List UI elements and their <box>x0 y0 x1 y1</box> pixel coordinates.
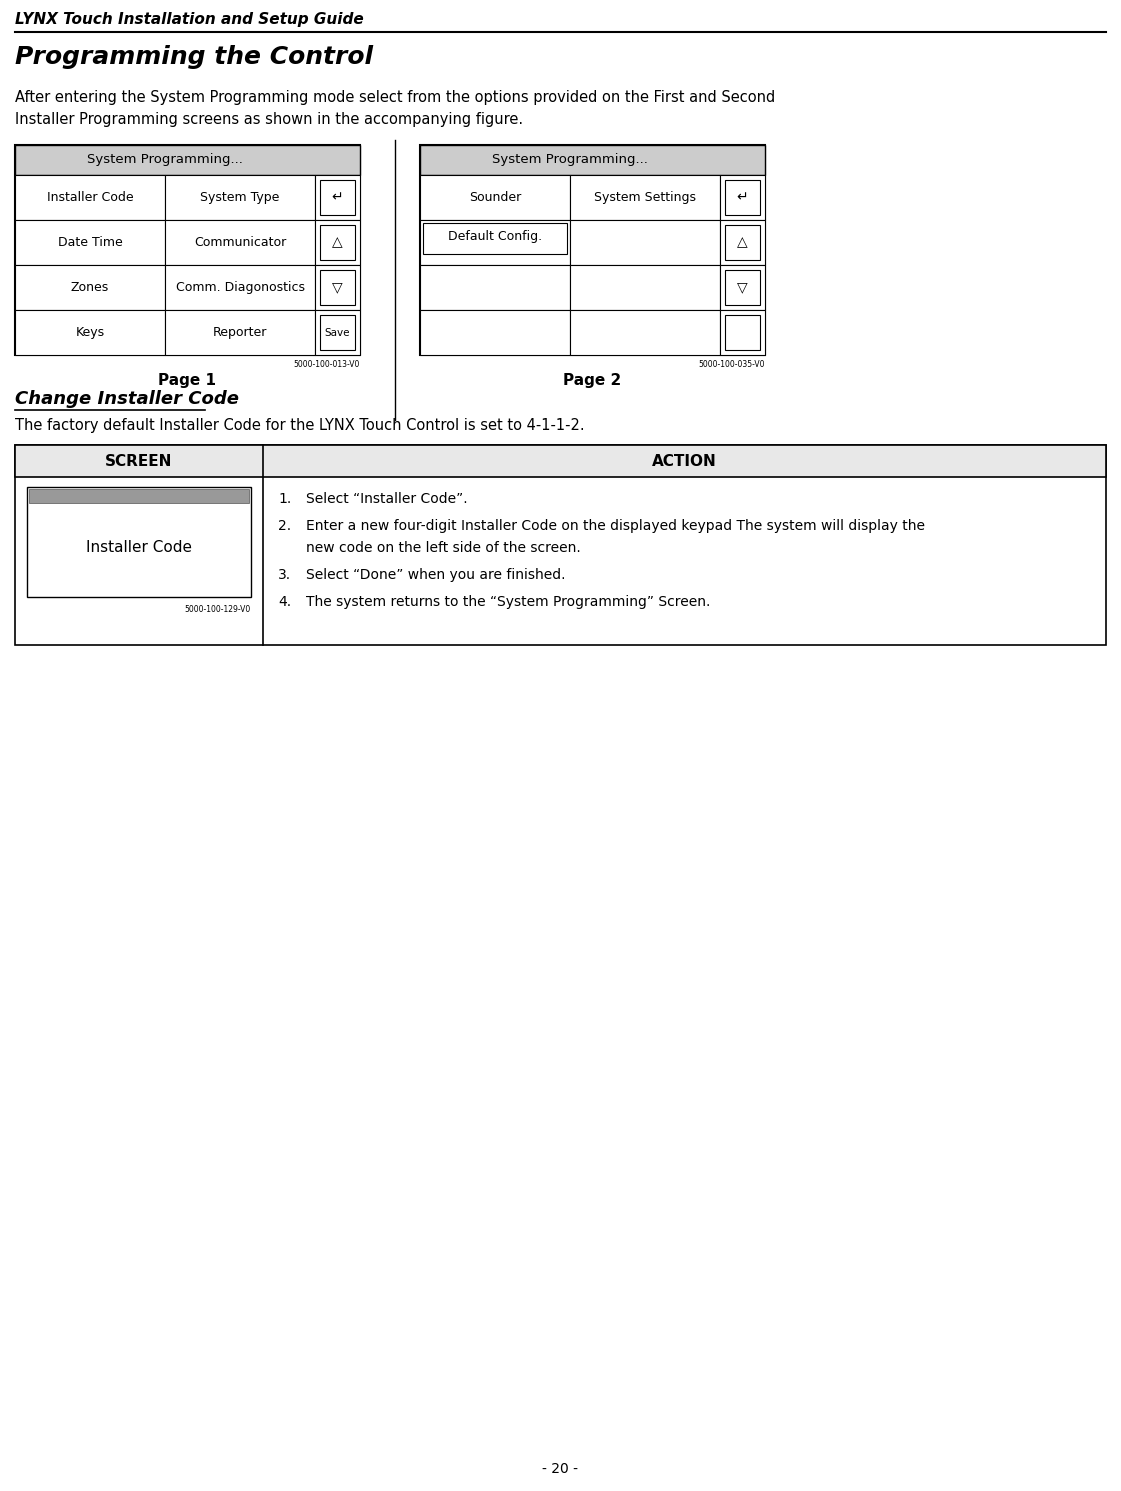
Bar <box>569 174 720 221</box>
Bar <box>165 310 315 355</box>
Text: Communicator: Communicator <box>194 236 286 249</box>
Bar <box>569 221 720 265</box>
Text: Change Installer Code: Change Installer Code <box>15 391 239 409</box>
Text: The factory default Installer Code for the LYNX Touch Control is set to 4-1-1-2.: The factory default Installer Code for t… <box>15 417 585 432</box>
Bar <box>29 489 249 502</box>
Bar <box>315 265 360 310</box>
Bar <box>27 488 251 596</box>
Text: Installer Code: Installer Code <box>47 191 133 204</box>
Bar <box>15 444 1106 477</box>
Bar <box>569 310 720 355</box>
Bar <box>725 225 760 259</box>
Bar <box>720 221 765 265</box>
Bar <box>720 265 765 310</box>
Text: After entering the System Programming mode select from the options provided on t: After entering the System Programming mo… <box>15 89 776 104</box>
Text: ↵: ↵ <box>736 191 749 204</box>
Bar <box>15 174 165 221</box>
Bar <box>420 265 569 310</box>
Text: Installer Code: Installer Code <box>86 540 192 555</box>
Bar <box>420 145 765 174</box>
Text: 4.: 4. <box>278 595 291 608</box>
Text: Save: Save <box>325 328 350 337</box>
Text: ↵: ↵ <box>332 191 343 204</box>
Bar <box>725 315 760 350</box>
Text: Date Time: Date Time <box>57 236 122 249</box>
Text: System Type: System Type <box>201 191 279 204</box>
Text: ▽: ▽ <box>332 280 343 295</box>
Text: ▽: ▽ <box>738 280 748 295</box>
Bar <box>319 315 355 350</box>
Text: Page 1: Page 1 <box>158 373 216 388</box>
Bar <box>315 174 360 221</box>
Text: System Settings: System Settings <box>594 191 696 204</box>
Text: Sounder: Sounder <box>469 191 521 204</box>
Bar <box>165 221 315 265</box>
Text: △: △ <box>738 236 748 249</box>
Bar <box>420 221 569 265</box>
Text: Select “Done” when you are finished.: Select “Done” when you are finished. <box>306 568 565 581</box>
Bar <box>319 180 355 215</box>
Text: Page 2: Page 2 <box>564 373 622 388</box>
Bar <box>720 310 765 355</box>
Bar <box>165 265 315 310</box>
Text: ACTION: ACTION <box>652 453 716 468</box>
Text: Select “Installer Code”.: Select “Installer Code”. <box>306 492 467 505</box>
Bar <box>165 174 315 221</box>
Bar <box>319 225 355 259</box>
Text: new code on the left side of the screen.: new code on the left side of the screen. <box>306 541 581 555</box>
Bar <box>725 180 760 215</box>
Bar <box>420 174 569 221</box>
Bar <box>15 310 165 355</box>
Bar <box>15 221 165 265</box>
Bar <box>319 270 355 306</box>
Bar <box>315 310 360 355</box>
Text: 5000-100-013-V0: 5000-100-013-V0 <box>294 359 360 368</box>
Text: Default Config.: Default Config. <box>448 231 543 243</box>
Text: Zones: Zones <box>71 280 109 294</box>
Text: 5000-100-129-V0: 5000-100-129-V0 <box>185 605 251 614</box>
Text: Enter a new four-digit Installer Code on the displayed keypad The system will di: Enter a new four-digit Installer Code on… <box>306 519 925 532</box>
Bar <box>315 221 360 265</box>
Text: 1.: 1. <box>278 492 291 505</box>
Bar <box>15 444 1106 646</box>
Bar <box>420 145 765 355</box>
Text: 5000-100-035-V0: 5000-100-035-V0 <box>698 359 765 368</box>
Text: Reporter: Reporter <box>213 327 267 338</box>
Text: - 20 -: - 20 - <box>543 1463 578 1476</box>
Text: LYNX Touch Installation and Setup Guide: LYNX Touch Installation and Setup Guide <box>15 12 363 27</box>
Text: Keys: Keys <box>75 327 104 338</box>
Text: System Programming...: System Programming... <box>87 152 243 166</box>
Text: System Programming...: System Programming... <box>492 152 648 166</box>
Text: Programming the Control: Programming the Control <box>15 45 373 69</box>
Text: Comm. Diagonostics: Comm. Diagonostics <box>176 280 305 294</box>
Bar <box>569 265 720 310</box>
Text: 3.: 3. <box>278 568 291 581</box>
Bar <box>15 265 165 310</box>
Bar <box>725 270 760 306</box>
Bar <box>15 145 360 174</box>
Text: The system returns to the “System Programming” Screen.: The system returns to the “System Progra… <box>306 595 711 608</box>
Text: 2.: 2. <box>278 519 291 532</box>
Text: SCREEN: SCREEN <box>105 453 173 468</box>
Text: △: △ <box>332 236 343 249</box>
Text: Installer Programming screens as shown in the accompanying figure.: Installer Programming screens as shown i… <box>15 112 524 127</box>
Bar <box>423 224 567 253</box>
Bar <box>720 174 765 221</box>
Bar <box>420 310 569 355</box>
Bar <box>15 145 360 355</box>
